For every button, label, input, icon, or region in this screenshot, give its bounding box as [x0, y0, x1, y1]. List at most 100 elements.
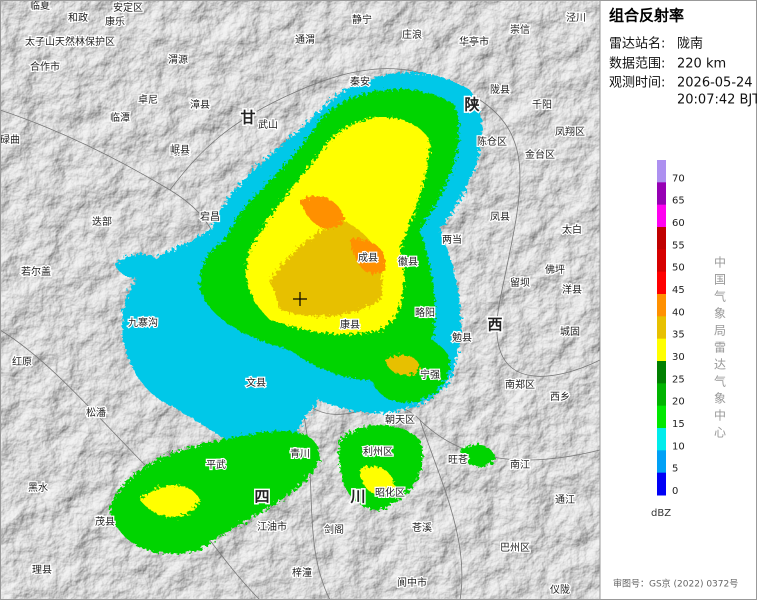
legend-tick-label: 40 [672, 307, 685, 318]
radar-echo [110, 72, 495, 554]
legend-swatch [657, 361, 666, 384]
legend-swatch [657, 249, 666, 273]
place-label: 崇信 [510, 24, 530, 36]
credit-char: 局 [714, 324, 726, 338]
radar-site [293, 292, 307, 306]
place-label: 利州区 [363, 446, 393, 458]
place-label: 漳县 [190, 98, 210, 111]
legend-tick-label: 25 [672, 374, 685, 385]
credit-char: 中 [714, 408, 726, 423]
legend-swatch [657, 338, 666, 362]
footer: 审图号：GS京 (2022) 0372号 [613, 578, 738, 590]
place-label: 太白 [562, 223, 582, 236]
place-label: 金台区 [525, 148, 555, 161]
place-label: 南郑区 [505, 378, 535, 391]
place-label: 千阳 [532, 99, 552, 111]
place-label: 凤县 [490, 211, 510, 223]
place-label: 朝天区 [385, 414, 415, 426]
place-label: 徽县 [398, 255, 418, 268]
place-label: 苍溪 [412, 521, 432, 534]
place-label: 临潭 [110, 111, 130, 124]
place-label: 红原 [12, 355, 32, 368]
place-label: 阆中市 [397, 576, 427, 589]
place-label: 宁强 [420, 368, 440, 381]
place-label: 茂县 [95, 515, 115, 528]
legend-swatch [657, 316, 666, 340]
place-label: 若尔盖 [21, 265, 51, 278]
info-label: 雷达站名: [609, 36, 665, 52]
legend-tick-label: 50 [672, 263, 685, 274]
place-label: 武山 [258, 118, 278, 131]
place-label: 南江 [510, 458, 530, 471]
place-label: 静宁 [352, 13, 372, 26]
info-value: 2026-05-24 [677, 76, 753, 91]
place-label: 理县 [32, 564, 52, 576]
info-value: 陇南 [677, 36, 703, 52]
place-label: 佛坪 [545, 263, 565, 276]
place-label: 梓潼 [292, 566, 312, 579]
place-label: 宕昌 [200, 210, 220, 223]
place-label: 碌曲 [0, 134, 20, 146]
place-label: 留坝 [510, 276, 530, 289]
place-label: 平武 [206, 458, 226, 471]
legend-tick-label: 0 [672, 486, 678, 497]
panel-title: 组合反射率 [609, 7, 684, 25]
place-label: 西乡 [550, 391, 570, 403]
legend-tick-label: 70 [672, 173, 685, 184]
province-label: 甘 [240, 109, 255, 127]
legend-tick-label: 60 [672, 218, 685, 229]
place-label: 九寨沟 [128, 316, 158, 329]
place-label: 巴州区 [500, 542, 530, 554]
credit-char: 象 [714, 392, 726, 406]
place-label: 太子山天然林保护区 [25, 35, 115, 48]
place-label: 略阳 [415, 306, 435, 319]
legend-tick-label: 35 [672, 330, 685, 341]
legend-swatch [657, 428, 666, 451]
credit-char: 象 [714, 307, 726, 321]
info-label: 数据范围: [609, 57, 665, 72]
legend-swatch [657, 160, 666, 183]
legend-tick-label: 10 [672, 441, 685, 452]
place-label: 庄浪 [402, 28, 422, 41]
info-value: 20:07:42 BJT [677, 93, 757, 108]
legend-swatch [657, 383, 666, 407]
place-label: 凤翔区 [555, 125, 585, 138]
legend-swatch [657, 182, 666, 206]
place-label: 剑阁 [324, 523, 344, 536]
province-label: 西 [487, 316, 502, 334]
credit-char: 达 [714, 358, 726, 372]
place-label: 两当 [442, 233, 462, 246]
place-label: 黑水 [28, 482, 48, 494]
province-label: 川 [349, 488, 365, 506]
legend-swatch [657, 450, 666, 474]
place-label: 昭化区 [375, 486, 405, 499]
credit-char: 气 [714, 374, 726, 389]
legend-tick-label: 55 [672, 240, 685, 251]
place-label: 勉县 [452, 331, 472, 344]
province-label: 陕 [464, 96, 479, 114]
place-label: 旺苍 [448, 453, 468, 466]
place-label: 康乐 [105, 15, 125, 28]
place-label: 江油市 [257, 520, 287, 533]
place-label: 城固 [560, 326, 580, 338]
legend-tick-label: 15 [672, 419, 685, 430]
info-panel [600, 0, 757, 600]
place-label: 青川 [290, 447, 310, 460]
credit-char: 中 [714, 255, 726, 270]
place-label: 临夏 [30, 0, 50, 12]
credit-char: 雷 [714, 341, 726, 355]
legend-tick-label: 45 [672, 285, 685, 296]
info-value: 220 km [677, 57, 726, 72]
legend-swatch [657, 294, 666, 317]
place-label: 迭部 [92, 215, 112, 228]
place-label: 卓尼 [138, 94, 158, 106]
place-label: 华亭市 [459, 35, 489, 48]
legend-tick-label: 20 [672, 397, 685, 408]
place-label: 通渭 [295, 34, 315, 46]
info-label: 观测时间: [609, 76, 665, 91]
place-label: 文县 [246, 376, 266, 389]
place-label: 岷县 [170, 144, 190, 156]
place-label: 秦安 [350, 75, 370, 88]
